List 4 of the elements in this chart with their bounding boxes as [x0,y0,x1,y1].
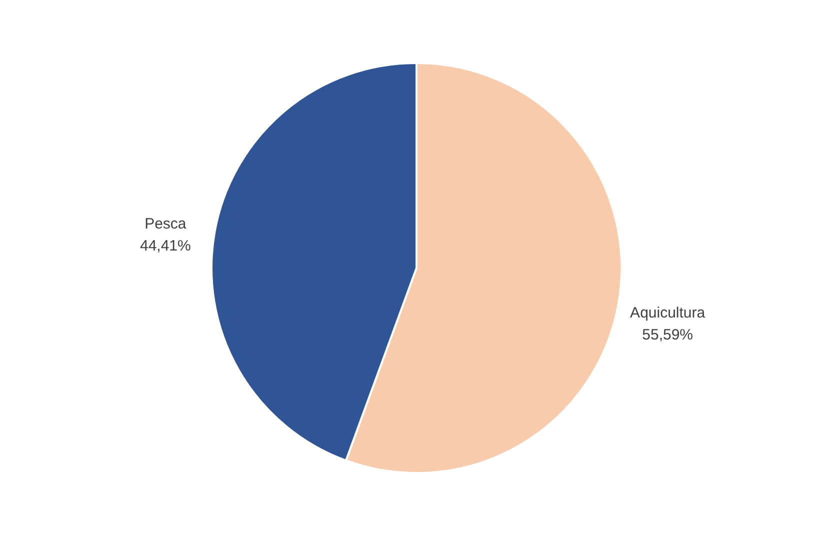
slice-label: Pesca [144,215,187,232]
data-label: 44,41% [140,237,191,254]
slice-label: Aquicultura [630,304,706,322]
data-label: 55,59% [642,326,694,344]
